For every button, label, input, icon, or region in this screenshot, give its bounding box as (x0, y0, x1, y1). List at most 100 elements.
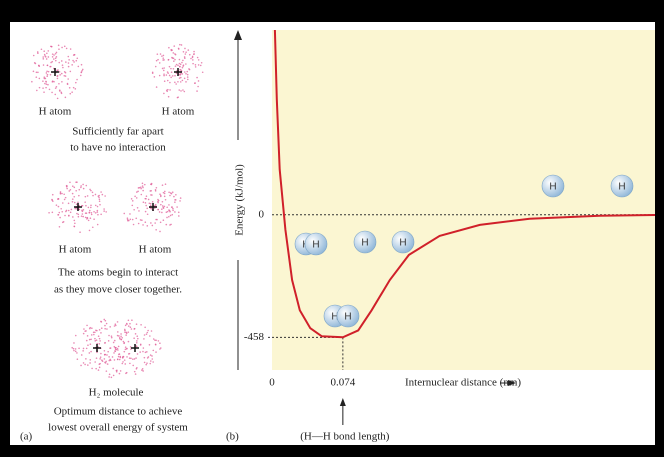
electron-dot (149, 204, 152, 207)
electron-dot (51, 60, 54, 63)
electron-dot (71, 64, 73, 66)
electron-dot (44, 82, 46, 85)
electron-dot (47, 83, 49, 86)
electron-dot (166, 206, 168, 209)
electron-dot (196, 76, 198, 79)
electron-dot (79, 74, 82, 77)
electron-dot (78, 188, 81, 191)
electron-dot (145, 333, 148, 335)
electron-dot (161, 200, 164, 203)
electron-dot (135, 357, 137, 359)
electron-dot (147, 356, 150, 358)
electron-dot (54, 93, 57, 96)
electron-dot (194, 82, 196, 84)
electron-dot (58, 48, 60, 50)
electron-dot (193, 53, 195, 55)
electron-dot (91, 191, 94, 194)
electron-dot (157, 58, 159, 61)
caption: The atoms begin to interact (58, 267, 178, 279)
electron-dot (192, 62, 194, 65)
electron-dot (144, 351, 147, 354)
electron-dot (72, 216, 74, 218)
electron-dot (73, 225, 76, 228)
electron-dot (78, 347, 80, 350)
electron-dot (161, 184, 164, 186)
electron-dot (126, 356, 128, 358)
electron-dot (47, 50, 50, 52)
electron-dot (70, 208, 73, 211)
electron-dot (69, 70, 72, 73)
electron-dot (99, 203, 101, 206)
electron-dot (108, 373, 111, 376)
electron-dot (61, 46, 63, 49)
electron-dot (155, 218, 157, 221)
electron-dot (49, 73, 52, 76)
electron-dot (96, 211, 99, 213)
electron-dot (173, 60, 175, 62)
electron-dot (67, 55, 70, 58)
electron-dot (178, 58, 181, 61)
electron-dot (76, 57, 79, 60)
electron-dot (45, 86, 47, 89)
electron-dot (89, 359, 92, 361)
electron-dot (103, 358, 106, 360)
electron-dot (143, 338, 145, 340)
electron-dot (180, 76, 182, 79)
electron-dot (93, 333, 95, 336)
electron-dot (78, 194, 80, 197)
electron-dot (137, 337, 139, 340)
electron-dot (142, 189, 144, 192)
electron-dot (135, 197, 138, 199)
electron-dot (35, 71, 38, 74)
electron-dot (36, 89, 38, 92)
electron-dot (132, 358, 134, 360)
electron-dot (134, 333, 137, 335)
electron-dot (77, 65, 80, 68)
electron-dot (173, 195, 175, 198)
electron-dot (169, 214, 172, 217)
electron-dot (113, 325, 116, 327)
electron-dot (149, 360, 152, 362)
electron-dot (51, 81, 54, 83)
electron-dot (150, 182, 153, 185)
electron-dot (85, 347, 88, 350)
electron-dot (196, 90, 198, 92)
electron-dot (179, 74, 181, 76)
electron-dot (68, 215, 70, 217)
electron-dot (92, 331, 95, 334)
electron-dot (142, 186, 144, 189)
electron-dot (65, 185, 68, 188)
electron-dot (99, 358, 101, 360)
electron-dot (89, 209, 91, 212)
electron-dot (139, 343, 142, 346)
electron-dot (124, 348, 127, 351)
electron-dot (135, 323, 138, 325)
electron-dot (137, 190, 139, 193)
electron-dot (75, 203, 78, 206)
electron-dot (90, 211, 93, 214)
electron-dot (177, 211, 180, 214)
electron-dot (80, 63, 83, 66)
caption: to have no interaction (70, 142, 166, 154)
electron-dot (42, 80, 44, 82)
electron-dot (179, 197, 182, 199)
electron-dot (58, 82, 60, 85)
electron-dot (163, 92, 165, 95)
electron-dot (171, 191, 174, 194)
electron-dot (67, 209, 70, 212)
energy-curve (273, 29, 656, 339)
electron-dot (177, 80, 179, 83)
electron-dot (76, 78, 78, 81)
electron-dot (116, 358, 119, 361)
electron-dot (154, 339, 156, 341)
electron-dot (124, 324, 127, 327)
electron-dot (71, 192, 74, 195)
electron-dot (171, 206, 173, 208)
electron-dot (63, 198, 66, 201)
electron-dot (151, 224, 154, 227)
electron-dot (95, 339, 98, 341)
electron-dot (80, 71, 83, 74)
electron-dot (157, 208, 159, 211)
electron-dot (46, 75, 49, 77)
electron-dot (185, 81, 187, 83)
